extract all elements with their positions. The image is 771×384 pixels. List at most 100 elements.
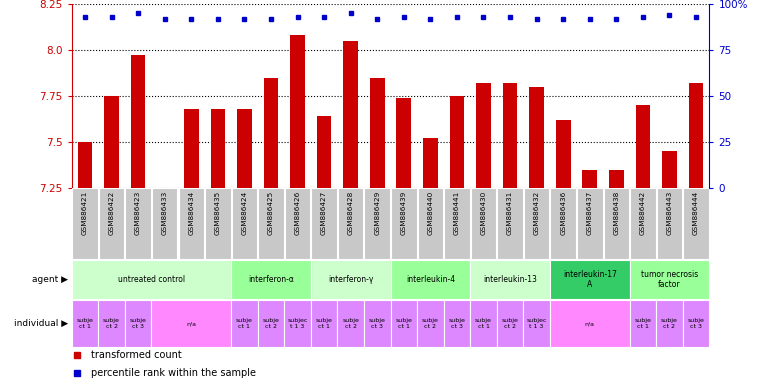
Bar bbox=[390, 260, 470, 299]
Bar bbox=[550, 188, 576, 259]
Text: GSM886422: GSM886422 bbox=[109, 190, 115, 235]
Bar bbox=[530, 87, 544, 188]
Text: GSM886421: GSM886421 bbox=[82, 190, 88, 235]
Bar bbox=[635, 105, 650, 188]
Bar bbox=[131, 55, 146, 188]
Text: GSM886442: GSM886442 bbox=[640, 190, 646, 235]
Bar bbox=[311, 300, 338, 346]
Bar bbox=[311, 260, 391, 299]
Text: GSM886438: GSM886438 bbox=[614, 190, 619, 235]
Text: untreated control: untreated control bbox=[118, 275, 185, 284]
Text: subjec
t 1 3: subjec t 1 3 bbox=[288, 318, 308, 329]
Text: GSM886429: GSM886429 bbox=[374, 190, 380, 235]
Bar bbox=[476, 83, 491, 188]
Bar bbox=[370, 78, 385, 188]
Bar bbox=[470, 300, 497, 346]
Bar bbox=[210, 109, 225, 188]
Text: GSM886440: GSM886440 bbox=[427, 190, 433, 235]
Text: subje
ct 1: subje ct 1 bbox=[76, 318, 93, 329]
Bar bbox=[231, 188, 258, 259]
Text: agent ▶: agent ▶ bbox=[32, 275, 68, 284]
Bar bbox=[72, 300, 98, 346]
Bar bbox=[258, 300, 284, 346]
Text: interferon-α: interferon-α bbox=[248, 275, 294, 284]
Text: transformed count: transformed count bbox=[91, 350, 182, 360]
Bar bbox=[317, 116, 332, 188]
Bar bbox=[390, 300, 417, 346]
Bar bbox=[683, 300, 709, 346]
Text: GSM886432: GSM886432 bbox=[534, 190, 540, 235]
Text: GSM886441: GSM886441 bbox=[454, 190, 460, 235]
Text: subje
ct 1: subje ct 1 bbox=[396, 318, 412, 329]
Text: subje
ct 3: subje ct 3 bbox=[130, 318, 146, 329]
Text: GSM886437: GSM886437 bbox=[587, 190, 593, 235]
Bar bbox=[125, 300, 151, 346]
Bar bbox=[343, 41, 358, 188]
Text: GSM886436: GSM886436 bbox=[561, 190, 566, 235]
Bar bbox=[264, 78, 278, 188]
Text: interleukin-13: interleukin-13 bbox=[483, 275, 537, 284]
Bar bbox=[577, 188, 602, 259]
Bar bbox=[184, 109, 199, 188]
Text: GSM886443: GSM886443 bbox=[666, 190, 672, 235]
Text: GSM886428: GSM886428 bbox=[348, 190, 354, 235]
Text: subje
ct 3: subje ct 3 bbox=[688, 318, 705, 329]
Bar bbox=[311, 188, 337, 259]
Bar bbox=[365, 188, 390, 259]
Text: subje
ct 2: subje ct 2 bbox=[262, 318, 279, 329]
Text: GSM886430: GSM886430 bbox=[480, 190, 487, 235]
Bar bbox=[418, 188, 443, 259]
Text: subje
ct 1: subje ct 1 bbox=[315, 318, 332, 329]
Bar bbox=[258, 188, 284, 259]
Bar bbox=[72, 260, 231, 299]
Text: interleukin-17
A: interleukin-17 A bbox=[563, 270, 617, 289]
Text: subjec
t 1 3: subjec t 1 3 bbox=[527, 318, 547, 329]
Bar bbox=[284, 188, 310, 259]
Bar bbox=[630, 300, 656, 346]
Bar bbox=[656, 300, 683, 346]
Text: subje
ct 2: subje ct 2 bbox=[661, 318, 678, 329]
Text: GSM886423: GSM886423 bbox=[135, 190, 141, 235]
Bar bbox=[657, 188, 682, 259]
Text: subje
ct 1: subje ct 1 bbox=[236, 318, 253, 329]
Bar bbox=[284, 300, 311, 346]
Bar bbox=[689, 83, 703, 188]
Bar bbox=[364, 300, 391, 346]
Text: interferon-γ: interferon-γ bbox=[328, 275, 373, 284]
Text: subje
ct 1: subje ct 1 bbox=[475, 318, 492, 329]
Bar bbox=[443, 300, 470, 346]
Bar bbox=[503, 83, 517, 188]
Bar bbox=[338, 300, 364, 346]
Bar bbox=[98, 300, 125, 346]
Bar bbox=[524, 188, 550, 259]
Text: GSM886433: GSM886433 bbox=[162, 190, 167, 235]
Text: n/a: n/a bbox=[584, 321, 594, 326]
Text: GSM886427: GSM886427 bbox=[321, 190, 327, 235]
Bar bbox=[152, 188, 177, 259]
Text: GSM886426: GSM886426 bbox=[295, 190, 301, 235]
Text: GSM886439: GSM886439 bbox=[401, 190, 407, 235]
Bar bbox=[205, 188, 231, 259]
Bar bbox=[524, 300, 550, 346]
Bar bbox=[550, 300, 630, 346]
Bar bbox=[556, 120, 571, 188]
Bar bbox=[338, 188, 363, 259]
Text: GSM886425: GSM886425 bbox=[268, 190, 274, 235]
Bar bbox=[72, 188, 98, 259]
Bar bbox=[423, 138, 438, 188]
Bar bbox=[126, 188, 151, 259]
Bar bbox=[662, 151, 677, 188]
Text: subje
ct 3: subje ct 3 bbox=[449, 318, 466, 329]
Bar bbox=[396, 98, 411, 188]
Bar bbox=[391, 188, 416, 259]
Bar bbox=[471, 188, 497, 259]
Bar bbox=[582, 170, 597, 188]
Bar bbox=[104, 96, 119, 188]
Text: n/a: n/a bbox=[187, 321, 197, 326]
Bar bbox=[683, 188, 709, 259]
Text: subje
ct 2: subje ct 2 bbox=[502, 318, 519, 329]
Text: individual ▶: individual ▶ bbox=[14, 319, 68, 328]
Bar bbox=[550, 260, 630, 299]
Text: subje
ct 2: subje ct 2 bbox=[422, 318, 439, 329]
Text: GSM886435: GSM886435 bbox=[215, 190, 221, 235]
